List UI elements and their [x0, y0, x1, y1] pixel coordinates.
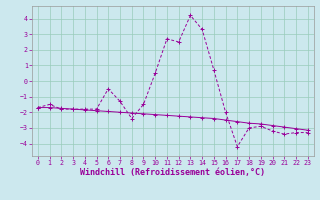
X-axis label: Windchill (Refroidissement éolien,°C): Windchill (Refroidissement éolien,°C) [80, 168, 265, 177]
